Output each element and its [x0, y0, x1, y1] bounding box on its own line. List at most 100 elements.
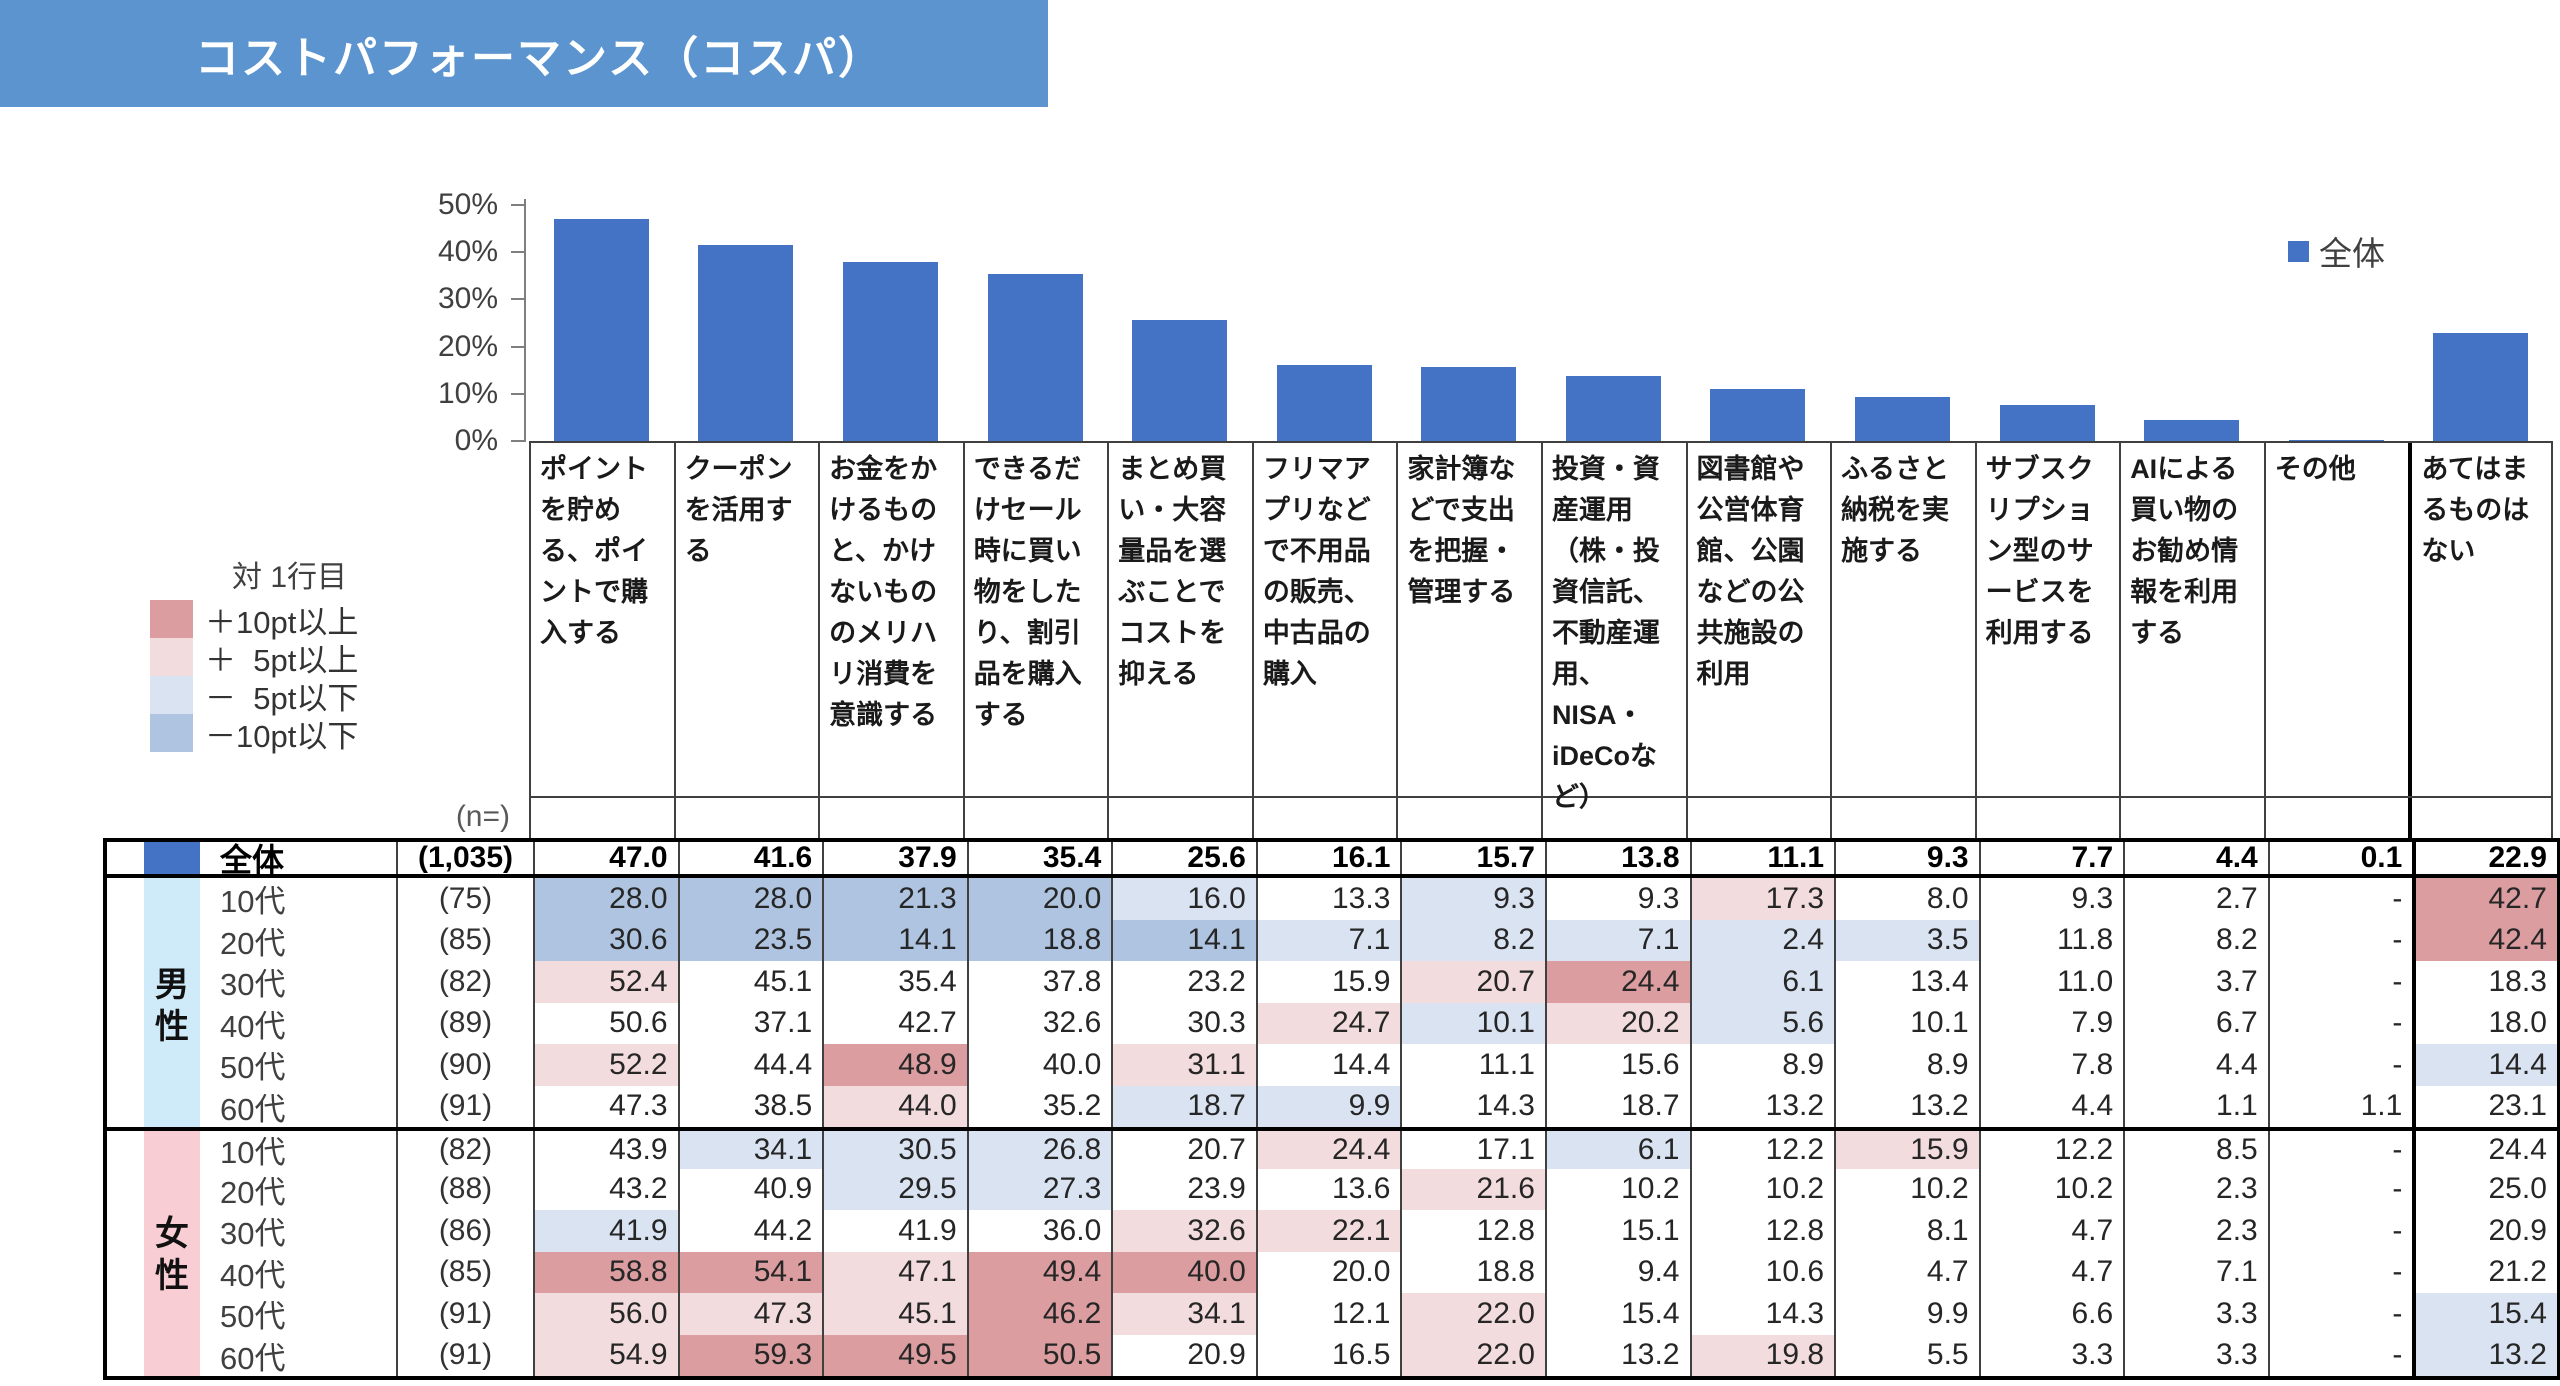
table-cell: 49.4 [966, 1251, 1112, 1293]
table-cell: - [2267, 1293, 2413, 1335]
table-cell: 6.6 [1978, 1293, 2124, 1335]
table-cell: 56.0 [533, 1293, 678, 1335]
table-cell: 54.1 [677, 1251, 823, 1293]
column-header: 図書館や公営体育館、公園などの公共施設の利用 [1685, 443, 1831, 796]
gender-strip-cell: 性 [144, 1251, 200, 1293]
table-cell: 9.3 [1834, 842, 1979, 874]
table-cell: 3.5 [1834, 919, 1979, 961]
diff-legend-item: － 5pt以下 [150, 676, 358, 716]
row-margin-cell [107, 842, 144, 874]
table-cell: 20.9 [2412, 1210, 2557, 1252]
table-cell: 30.5 [822, 1131, 967, 1169]
bar-chart [529, 205, 2553, 441]
column-header: あてはまるものはない [2408, 443, 2553, 796]
table-cell: 23.1 [2412, 1085, 2557, 1127]
row-n-value: (91) [396, 1334, 533, 1376]
row-n-value: (90) [396, 1044, 533, 1086]
table-cell: - [2267, 1168, 2413, 1210]
table-cell: 8.9 [1689, 1044, 1835, 1086]
table-cell: 14.3 [1689, 1293, 1835, 1335]
table-cell: 24.7 [1255, 1002, 1401, 1044]
table-row: 女 30代 (86) 41.9 44.2 41.9 36.0 32.6 22.1 12.8 15.1… [107, 1210, 2557, 1252]
row-label: 50代 [220, 1050, 286, 1086]
table-cell: 25.6 [1111, 842, 1256, 874]
table-cell: 13.2 [2412, 1334, 2557, 1376]
table-cell: 15.6 [1544, 1044, 1690, 1086]
data-table: 全体 (1,035) 47.0 41.6 37.9 35.4 25.6 16.1 15.7 13.… [103, 838, 2560, 1380]
table-cell: 35.4 [966, 842, 1112, 874]
table-cell: 2.3 [2123, 1210, 2268, 1252]
table-cell: 10.2 [1689, 1168, 1835, 1210]
category-header-row: ポイントを貯める、ポイントで購入する クーポンを活用する お金をかけるものと、かけな… [529, 441, 2553, 812]
diff-swatch-icon [150, 714, 193, 752]
table-cell: 5.5 [1834, 1334, 1979, 1376]
table-cell: 41.6 [677, 842, 823, 874]
table-cell: 47.1 [822, 1251, 967, 1293]
row-margin-cell [107, 920, 144, 962]
table-row: 10代 (75) 28.0 28.0 21.3 20.0 16.0 13.3 9.3 9.3 17.… [107, 878, 2557, 920]
table-cell: 59.3 [677, 1334, 823, 1376]
table-cell: 11.1 [1400, 1044, 1545, 1086]
table-cell: 9.4 [1544, 1251, 1690, 1293]
n-gridline-strip [529, 798, 2553, 838]
column-header: フリマアプリなどで不用品の販売、中古品の購入 [1251, 443, 1397, 796]
column-header: クーポンを活用する [673, 443, 819, 796]
table-cell: 9.9 [1834, 1293, 1979, 1335]
row-n-value: (88) [396, 1168, 533, 1210]
table-cell: 58.8 [533, 1251, 678, 1293]
table-cell: 38.5 [677, 1085, 823, 1127]
row-margin-cell [107, 1003, 144, 1045]
table-cell: 54.9 [533, 1334, 678, 1376]
gender-strip-cell [144, 1131, 200, 1169]
y-tick-label: 50% [437, 188, 498, 221]
table-cell: 31.1 [1111, 1044, 1256, 1086]
row-label: 30代 [220, 967, 286, 1003]
table-cell: 37.9 [822, 842, 967, 874]
table-cell: 18.7 [1544, 1085, 1690, 1127]
table-cell: 11.0 [1978, 961, 2124, 1003]
page-title: コストパフォーマンス（コスパ） [195, 33, 885, 83]
table-cell: 21.6 [1400, 1168, 1545, 1210]
column-header: ふるさと納税を実施する [1830, 443, 1975, 796]
table-cell: 28.0 [533, 878, 678, 920]
table-cell: 18.8 [1400, 1251, 1545, 1293]
row-margin-cell [107, 1086, 144, 1128]
row-margin-cell [107, 1335, 144, 1377]
table-cell: - [2267, 1334, 2413, 1376]
legend-label: 全体 [2319, 235, 2385, 272]
table-cell: 22.0 [1400, 1293, 1545, 1335]
table-cell: - [2267, 1002, 2413, 1044]
table-cell: 7.1 [1544, 919, 1690, 961]
table-cell: 10.2 [1544, 1168, 1690, 1210]
table-row: 10代 (82) 43.9 34.1 30.5 26.8 20.7 24.4 17.1 6.1 12… [107, 1127, 2557, 1169]
table-row: 全体 (1,035) 47.0 41.6 37.9 35.4 25.6 16.1 15.7 13.… [107, 842, 2557, 878]
table-cell: 2.3 [2123, 1168, 2268, 1210]
table-cell: 43.9 [533, 1131, 678, 1169]
table-cell: 44.4 [677, 1044, 823, 1086]
row-margin-cell [107, 1252, 144, 1294]
table-cell: 13.4 [1834, 961, 1979, 1003]
table-cell: 7.1 [2123, 1251, 2268, 1293]
bar-全体-13 [2433, 332, 2529, 441]
row-label: 50代 [220, 1299, 286, 1335]
table-cell: 9.9 [1255, 1085, 1401, 1127]
table-row: 20代 (85) 30.6 23.5 14.1 18.8 14.1 7.1 8.2 7.1 2.4 3… [107, 919, 2557, 962]
table-cell: 0.1 [2267, 842, 2413, 874]
table-cell: 24.4 [1544, 961, 1690, 1003]
row-n-value: (1,035) [396, 842, 533, 874]
row-margin-cell [107, 878, 144, 920]
y-tick-label: 30% [437, 282, 498, 316]
column-header: 家計簿などで支出を把握・管理する [1396, 443, 1541, 796]
row-margin-cell [107, 1169, 144, 1211]
table-cell: 10.1 [1834, 1002, 1979, 1044]
diff-swatch-icon [150, 676, 193, 714]
bar-全体-11 [2144, 420, 2240, 441]
row-n-value: (89) [396, 1002, 533, 1044]
column-header: お金をかけるものと、かけないもののメリハリ消費を意識する [818, 443, 963, 796]
table-cell: 13.6 [1255, 1168, 1401, 1210]
table-row: 性 40代 (89) 50.6 37.1 42.7 32.6 30.3 24.7 10.1 20.2… [107, 1002, 2557, 1045]
table-cell: 4.4 [1978, 1085, 2124, 1127]
table-cell: 49.5 [822, 1334, 967, 1376]
table-cell: 45.1 [822, 1293, 967, 1335]
